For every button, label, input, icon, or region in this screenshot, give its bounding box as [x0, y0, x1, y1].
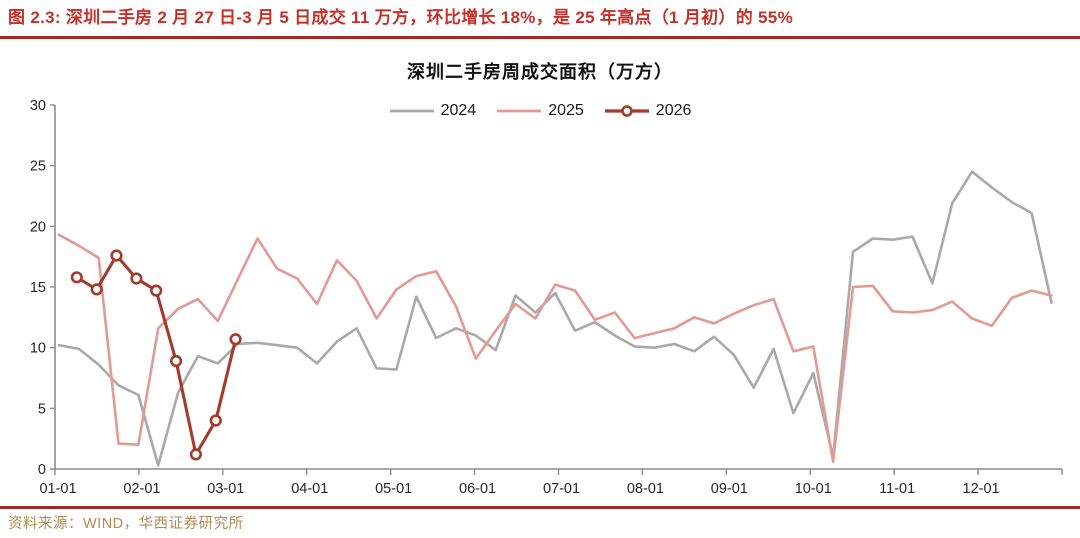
- series-2026-marker: [110, 249, 123, 262]
- x-tick-label: 01-01: [39, 481, 76, 497]
- figure-title: 图 2.3: 深圳二手房 2 月 27 日-3 月 5 日成交 11 万方，环比…: [8, 8, 793, 27]
- x-tick-label: 10-01: [795, 481, 832, 497]
- x-tick-label: 08-01: [627, 481, 664, 497]
- legend-label-2026: 2026: [655, 102, 692, 119]
- y-tick-label: 15: [30, 280, 46, 296]
- x-tick-label: 09-01: [711, 481, 748, 497]
- series-2026-marker: [150, 284, 163, 297]
- footer-divider: [0, 506, 1080, 509]
- y-tick-label: 0: [38, 462, 46, 478]
- x-tick-label: 04-01: [291, 481, 328, 497]
- series-2026-marker: [170, 354, 183, 368]
- legend-label-2024: 2024: [440, 102, 477, 119]
- series-2026-marker: [209, 414, 222, 427]
- series-2026-marker: [229, 333, 242, 346]
- x-tick-label: 05-01: [375, 481, 412, 497]
- series-2026-marker: [70, 271, 83, 284]
- legend-swatch-2025: [497, 109, 542, 113]
- series-2025-line: [57, 233, 1053, 464]
- x-tick-label: 02-01: [123, 481, 160, 497]
- x-tick-label: 12-01: [963, 481, 1000, 497]
- x-tick-label: 07-01: [543, 481, 580, 497]
- y-tick-label: 5: [38, 401, 46, 417]
- x-tick-label: 11-01: [879, 481, 915, 497]
- legend-swatch-2024: [389, 109, 434, 113]
- x-tick-label: 06-01: [459, 481, 496, 497]
- y-tick-label: 30: [30, 98, 46, 114]
- chart-title: 深圳二手房周成交面积（万方）: [407, 62, 673, 82]
- legend-item-2026: 2026: [604, 102, 692, 120]
- legend-item-2025: 2025: [496, 102, 584, 120]
- series-2026-marker: [189, 448, 202, 461]
- x-tick-label: 03-01: [207, 481, 244, 497]
- series-2024-line: [57, 170, 1053, 467]
- series-2026-marker: [90, 283, 103, 296]
- series-2026-marker: [130, 272, 143, 285]
- source-note: 资料来源：WIND，华西证券研究所: [8, 516, 244, 532]
- y-tick-label: 25: [30, 159, 46, 175]
- legend-marker-circle: [620, 105, 633, 117]
- chart-legend: 2024 2025 2026: [0, 102, 1080, 120]
- header-divider: [0, 36, 1080, 39]
- legend-swatch-2026: [604, 105, 649, 117]
- y-tick-label: 20: [30, 219, 46, 235]
- y-tick-label: 10: [30, 341, 46, 357]
- legend-label-2025: 2025: [548, 102, 584, 119]
- legend-item-2024: 2024: [389, 102, 477, 120]
